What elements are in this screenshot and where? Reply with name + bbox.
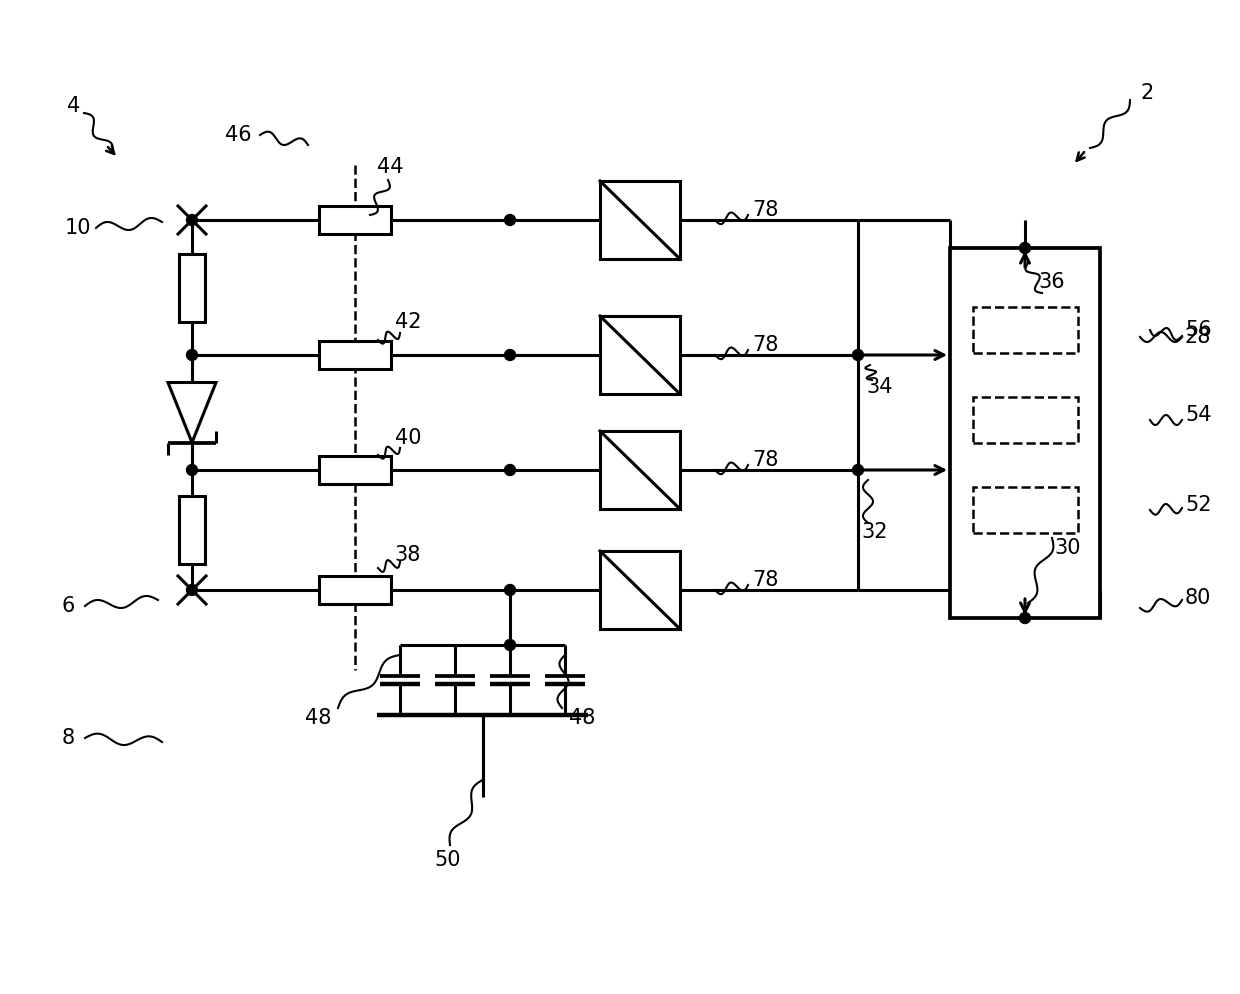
Circle shape	[186, 584, 197, 595]
Bar	[600, 551, 680, 629]
Text: 78: 78	[751, 570, 779, 590]
Text: 78: 78	[751, 335, 779, 355]
Circle shape	[505, 464, 516, 475]
Text: 80: 80	[1185, 588, 1211, 608]
Circle shape	[186, 215, 197, 226]
Text: 38: 38	[394, 545, 422, 565]
Text: 48: 48	[305, 708, 331, 728]
Bar	[319, 341, 391, 369]
Bar	[319, 456, 391, 484]
Polygon shape	[167, 383, 216, 442]
Bar	[972, 307, 1078, 353]
Circle shape	[1019, 243, 1030, 253]
Text: 4: 4	[67, 96, 81, 116]
Circle shape	[853, 350, 863, 361]
Circle shape	[505, 584, 516, 595]
Circle shape	[186, 464, 197, 475]
Text: 10: 10	[64, 218, 92, 238]
Text: 78: 78	[751, 450, 779, 470]
Text: 32: 32	[862, 522, 888, 542]
Text: 34: 34	[867, 377, 893, 397]
Text: 42: 42	[394, 312, 422, 332]
Bar	[319, 206, 391, 234]
Text: 48: 48	[569, 708, 595, 728]
Text: 28: 28	[1185, 327, 1211, 347]
Bar	[600, 431, 680, 509]
Text: 52: 52	[1185, 495, 1211, 515]
Circle shape	[1019, 612, 1030, 623]
Circle shape	[505, 639, 516, 650]
Text: 36: 36	[1039, 272, 1065, 292]
Bar	[972, 397, 1078, 443]
Circle shape	[853, 464, 863, 475]
Text: 50: 50	[435, 850, 461, 870]
Text: 46: 46	[224, 125, 252, 145]
Text: 6: 6	[61, 596, 74, 616]
Bar	[179, 253, 205, 321]
Bar	[600, 181, 680, 259]
Bar	[972, 487, 1078, 533]
Bar	[950, 248, 1100, 618]
Text: 44: 44	[377, 157, 403, 177]
Circle shape	[505, 350, 516, 361]
Text: 40: 40	[394, 428, 422, 448]
Text: 78: 78	[751, 200, 779, 220]
Text: 54: 54	[1185, 405, 1211, 425]
Text: 2: 2	[1140, 83, 1153, 103]
Text: 56: 56	[1185, 320, 1211, 340]
Circle shape	[505, 215, 516, 226]
Bar	[600, 316, 680, 394]
Bar	[179, 496, 205, 564]
Circle shape	[186, 350, 197, 361]
Text: 30: 30	[1055, 538, 1081, 558]
Bar	[319, 576, 391, 604]
Text: 8: 8	[62, 728, 74, 748]
